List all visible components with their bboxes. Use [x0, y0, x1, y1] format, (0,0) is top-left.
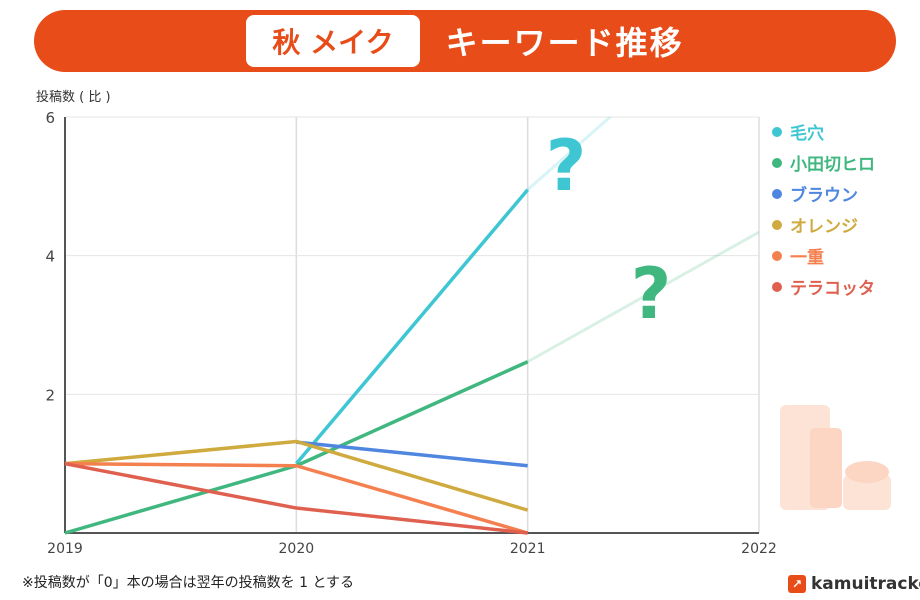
series-line	[64, 461, 528, 535]
y-tick-label: 2	[45, 386, 55, 404]
legend-dot-icon	[772, 250, 782, 261]
x-tick-label: 2021	[510, 541, 546, 557]
legend: 毛穴小田切ヒロブラウンオレンジ一重テラコッタ	[772, 116, 875, 302]
projection-line	[526, 117, 613, 191]
x-tick-label: 2022	[741, 541, 777, 557]
legend-item: 小田切ヒロ	[772, 147, 875, 178]
chart-title: キーワード推移	[445, 24, 684, 62]
legend-label: テラコッタ	[790, 279, 875, 299]
series-line	[64, 439, 529, 512]
legend-dot-icon	[772, 188, 782, 199]
legend-label: オレンジ	[790, 217, 858, 237]
legend-item: 毛穴	[772, 116, 875, 147]
brand-logo: ↗ kamuitracker	[788, 574, 920, 594]
y-tick-label: 6	[45, 109, 55, 127]
legend-dot-icon	[772, 219, 782, 230]
legend-dot-icon	[772, 126, 782, 137]
legend-item: オレンジ	[772, 209, 875, 240]
x-tick-label: 2020	[279, 541, 315, 557]
x-tick-label: 2019	[47, 541, 83, 557]
footnote: ※投稿数が「0」本の場合は翌年の投稿数を 1 とする	[22, 575, 355, 591]
series-line	[64, 461, 529, 535]
series-line	[294, 188, 530, 465]
title-banner: 秋 メイク キーワード推移	[34, 10, 896, 72]
projection-line	[526, 230, 759, 364]
logo-text: kamuitracker	[811, 574, 920, 594]
legend-label: 毛穴	[790, 124, 824, 144]
y-tick-label: 4	[45, 248, 55, 266]
legend-item: テラコッタ	[772, 271, 875, 302]
question-mark-annotation: ?	[631, 253, 672, 335]
legend-label: 小田切ヒロ	[790, 155, 875, 175]
legend-dot-icon	[772, 281, 782, 292]
logo-icon: ↗	[788, 575, 806, 593]
legend-label: 一重	[790, 248, 824, 268]
series-line	[296, 440, 528, 468]
season-tag: 秋 メイク	[246, 15, 420, 67]
question-mark-annotation: ?	[546, 125, 587, 207]
legend-item: 一重	[772, 240, 875, 271]
legend-item: ブラウン	[772, 178, 875, 209]
y-axis-label: 投稿数 ( 比 )	[36, 90, 111, 105]
legend-label: ブラウン	[790, 186, 858, 206]
cosmetics-illustration	[780, 405, 891, 510]
legend-dot-icon	[772, 157, 782, 168]
